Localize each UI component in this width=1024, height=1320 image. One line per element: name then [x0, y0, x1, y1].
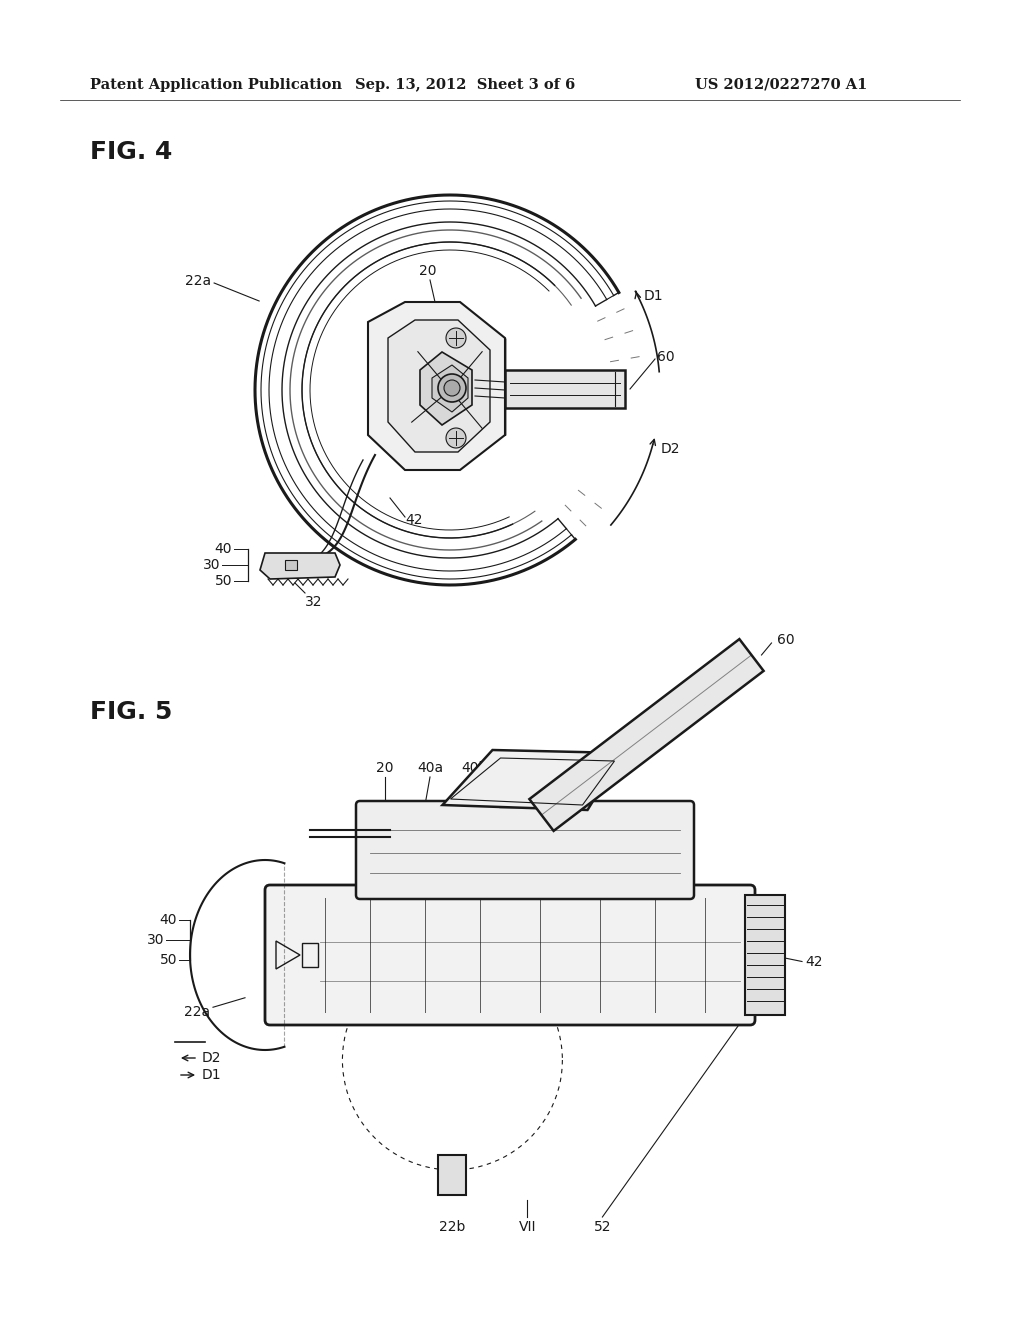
- Text: 32: 32: [305, 595, 323, 609]
- Polygon shape: [529, 639, 764, 830]
- Circle shape: [446, 428, 466, 447]
- Bar: [302, 942, 318, 968]
- Text: 22b: 22b: [439, 1220, 466, 1234]
- Polygon shape: [432, 366, 468, 412]
- Polygon shape: [260, 553, 340, 579]
- Circle shape: [444, 380, 460, 396]
- Text: 40b: 40b: [462, 762, 488, 775]
- Text: D1: D1: [202, 1068, 221, 1082]
- Text: US 2012/0227270 A1: US 2012/0227270 A1: [695, 78, 867, 92]
- Text: 40: 40: [160, 913, 177, 927]
- Circle shape: [446, 327, 466, 348]
- Text: 50: 50: [160, 953, 177, 968]
- Text: 40a: 40a: [417, 762, 443, 775]
- Text: 52: 52: [594, 1220, 611, 1234]
- Circle shape: [438, 374, 466, 403]
- Polygon shape: [368, 302, 505, 470]
- Text: 50: 50: [214, 574, 232, 587]
- Text: 22a: 22a: [184, 1005, 210, 1019]
- Text: D2: D2: [660, 442, 680, 457]
- Text: 60: 60: [657, 350, 675, 364]
- Text: Patent Application Publication: Patent Application Publication: [90, 78, 342, 92]
- Text: Sep. 13, 2012  Sheet 3 of 6: Sep. 13, 2012 Sheet 3 of 6: [355, 78, 575, 92]
- Bar: [285, 560, 297, 570]
- FancyBboxPatch shape: [356, 801, 694, 899]
- Bar: [499, 787, 520, 807]
- Text: 20: 20: [376, 762, 394, 775]
- Polygon shape: [388, 319, 490, 451]
- Text: D2: D2: [202, 1051, 221, 1065]
- Text: VII: VII: [518, 1220, 537, 1234]
- Text: 60: 60: [776, 634, 795, 647]
- Bar: [745, 895, 785, 1015]
- Text: 22a: 22a: [185, 275, 211, 288]
- FancyBboxPatch shape: [265, 884, 755, 1026]
- Text: 42: 42: [805, 954, 822, 969]
- Polygon shape: [442, 750, 623, 810]
- Text: D1: D1: [643, 289, 664, 304]
- Bar: [438, 1155, 466, 1195]
- Text: FIG. 4: FIG. 4: [90, 140, 172, 164]
- Text: 30: 30: [146, 933, 164, 946]
- Text: 40: 40: [214, 543, 232, 556]
- Text: FIG. 5: FIG. 5: [90, 700, 172, 723]
- Text: 30: 30: [203, 558, 220, 572]
- Polygon shape: [420, 352, 472, 425]
- Text: 42: 42: [406, 513, 423, 527]
- Bar: [505, 370, 625, 408]
- Text: 20: 20: [419, 264, 437, 279]
